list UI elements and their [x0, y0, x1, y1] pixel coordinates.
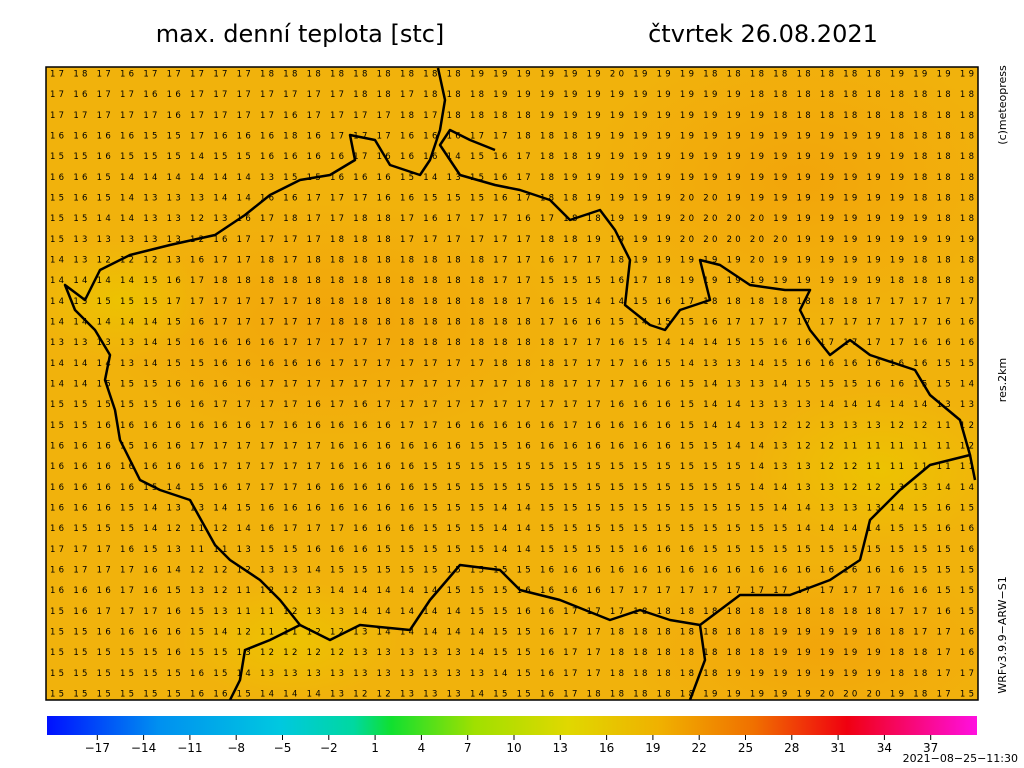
- border-line: [968, 454, 977, 481]
- colorbar-tick-label: 28: [784, 741, 799, 755]
- colorbar-tick-label: 1: [371, 741, 379, 755]
- grid-row: 13 13 13 13 14 15 16 16 16 16 17 17 17 1…: [50, 338, 974, 348]
- colorbar-tick-label: −17: [85, 741, 110, 755]
- colorbar: [47, 716, 977, 735]
- colorbar-tick-label: 34: [877, 741, 892, 755]
- map-title: max. denní teplota [stc]: [156, 20, 445, 48]
- grid-row: 16 16 16 17 16 15 13 12 11 12 12 13 14 1…: [50, 586, 974, 596]
- colorbar-tick-label: 10: [506, 741, 521, 755]
- grid-row: 16 16 16 16 15 14 15 16 17 17 17 16 16 1…: [50, 483, 974, 493]
- model-name: WRFv3.9.9−ARW−S1: [996, 576, 1009, 693]
- cool-area: [750, 390, 978, 550]
- grid-row: 16 16 16 16 15 15 17 16 16 16 18 16 17 1…: [50, 132, 974, 142]
- border-line: [688, 624, 707, 700]
- grid-row: 15 15 15 15 15 16 15 15 13 12 12 12 12 1…: [50, 648, 974, 658]
- warm-area: [620, 560, 978, 700]
- run-timestamp: 2021−08−25−11:30: [903, 752, 1018, 765]
- colorbar-tick-label: 16: [599, 741, 614, 755]
- grid-row: 17 17 17 17 17 16 17 17 17 17 16 17 17 1…: [50, 111, 974, 121]
- grid-row: 15 13 13 13 13 13 12 16 17 17 17 17 18 1…: [50, 235, 974, 245]
- map-field: 17 18 17 16 17 17 17 17 17 18 18 18 18 1…: [46, 67, 978, 700]
- colorbar-tick-label: −11: [177, 741, 202, 755]
- warm-area: [90, 200, 570, 440]
- grid-row: 15 16 17 17 17 16 15 13 11 11 12 13 13 1…: [50, 607, 974, 617]
- grid-row: 15 15 16 16 16 16 15 14 12 11 11 12 12 1…: [50, 628, 974, 638]
- grid-row: 16 16 16 16 16 16 16 17 17 17 17 17 16 1…: [50, 462, 974, 472]
- grid-row: 15 16 15 14 13 13 13 14 14 16 16 17 17 1…: [50, 194, 974, 204]
- border-line: [228, 623, 301, 700]
- grid-row: 14 13 12 12 12 13 16 17 17 18 17 18 18 1…: [50, 256, 974, 266]
- grid-row: 15 15 15 15 15 15 16 16 15 14 14 14 13 1…: [50, 690, 974, 700]
- grid-row: 14 14 14 13 14 15 15 16 16 16 16 16 17 1…: [50, 359, 974, 369]
- grid-row: 14 14 14 14 15 16 17 18 18 18 18 18 18 1…: [50, 276, 974, 286]
- grid-row: 16 16 16 15 14 13 13 14 15 16 16 16 16 1…: [50, 504, 974, 514]
- colorbar-tick-label: 7: [464, 741, 472, 755]
- grid-row: 15 15 16 16 16 16 16 16 16 17 16 16 16 1…: [50, 421, 974, 431]
- grid-row: 15 15 15 15 15 16 16 17 17 17 17 16 17 1…: [50, 400, 974, 410]
- colorbar-tick-label: 31: [830, 741, 845, 755]
- grid-row: 15 15 16 15 15 15 14 15 15 16 16 16 16 1…: [50, 152, 974, 162]
- colorbar-tick-label: 13: [553, 741, 568, 755]
- colorbar-tick-label: −5: [274, 741, 292, 755]
- colorbar-tick-label: 19: [645, 741, 660, 755]
- colorbar-ticks: −17 −14 −11 −8 −5 −2 1 4 7 10 13 16 19 22 25 28 31 34 37: [85, 735, 938, 755]
- map-frame: [45, 66, 979, 701]
- grid-row: 16 17 17 17 16 14 12 12 12 13 13 14 15 1…: [50, 566, 974, 576]
- border-line: [63, 67, 972, 642]
- colorbar-tick-label: 22: [692, 741, 707, 755]
- value-grid: 17 18 17 16 17 17 17 17 17 18 18 18 18 1…: [50, 70, 974, 700]
- cool-area: [46, 240, 210, 360]
- cool-area: [180, 580, 400, 700]
- grid-row: 17 18 17 16 17 17 17 17 17 18 18 18 18 1…: [50, 70, 974, 80]
- grid-row: 16 15 15 15 14 12 11 12 14 16 17 17 17 1…: [50, 524, 974, 534]
- colorbar-tick-label: 37: [923, 741, 938, 755]
- colorbar-tick-label: 25: [738, 741, 753, 755]
- grid-row: 17 16 17 17 16 16 17 17 17 17 17 17 17 1…: [50, 90, 974, 100]
- grid-row: 14 14 15 15 15 16 16 16 16 17 17 17 17 1…: [50, 380, 974, 390]
- warm-area: [580, 67, 978, 320]
- resolution: res.2km: [996, 358, 1009, 402]
- map-date: čtvrtek 26.08.2021: [648, 20, 878, 48]
- grid-row: 15 15 15 15 15 15 16 15 14 13 13 13 13 1…: [50, 669, 974, 679]
- colorbar-tick-label: −8: [227, 741, 245, 755]
- grid-row: 14 15 15 15 15 17 17 17 17 17 17 18 18 1…: [50, 297, 974, 307]
- copyright: (c)meteopress: [996, 65, 1009, 145]
- grid-row: 16 16 16 15 16 16 17 17 17 17 17 17 16 1…: [50, 442, 974, 452]
- colorbar-tick-label: 4: [418, 741, 426, 755]
- colorbar-tick-label: −14: [131, 741, 156, 755]
- grid-row: 17 17 17 16 15 13 11 11 13 15 15 16 16 1…: [50, 545, 974, 555]
- grid-row: 15 15 14 14 13 13 12 13 16 17 18 17 17 1…: [50, 214, 974, 224]
- colorbar-tick-label: −2: [320, 741, 338, 755]
- grid-row: 16 16 15 14 14 14 14 14 14 13 15 15 16 1…: [50, 173, 974, 183]
- grid-row: 14 14 14 14 14 15 16 17 17 17 17 17 18 1…: [50, 318, 974, 328]
